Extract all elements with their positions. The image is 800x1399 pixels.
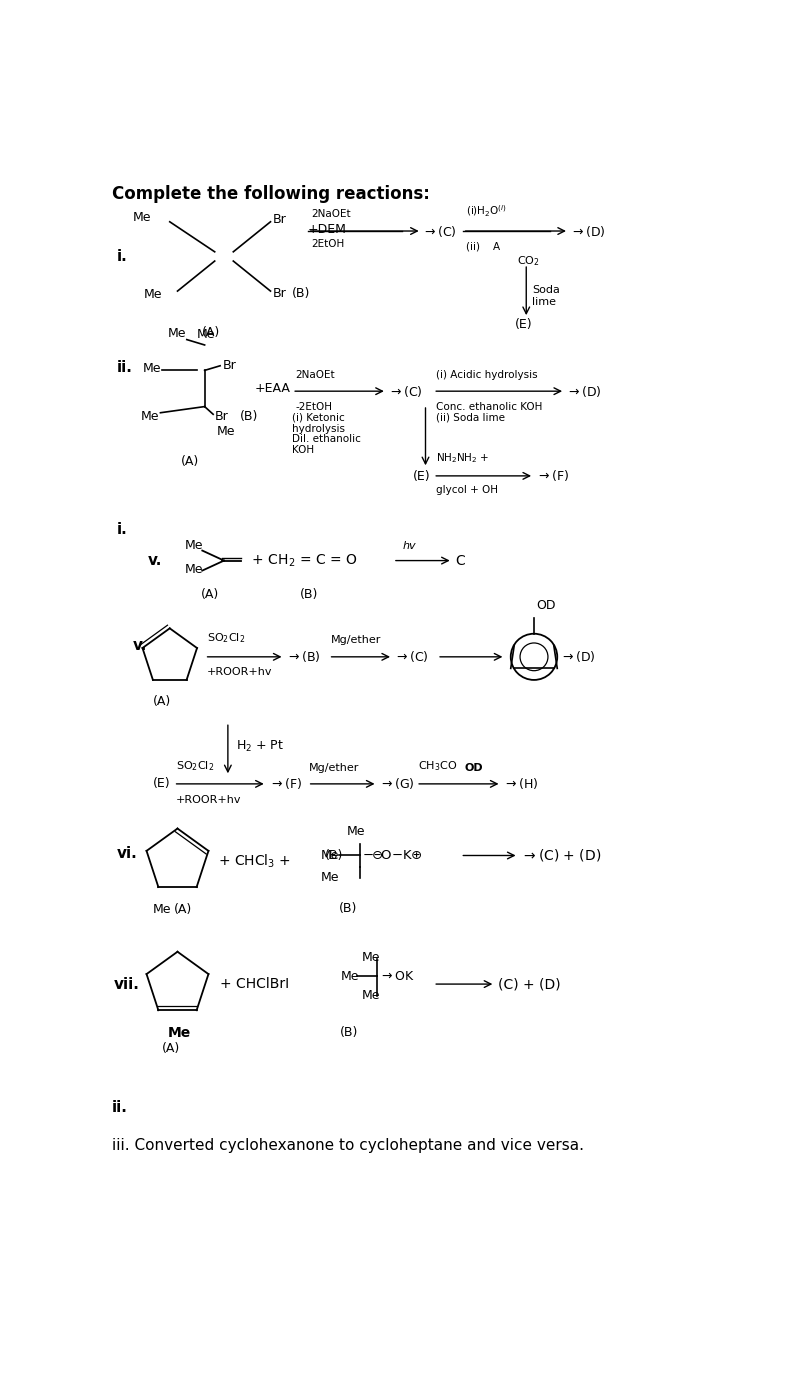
Text: (A): (A) (201, 588, 219, 600)
Text: $\rightarrow$(D): $\rightarrow$(D) (566, 383, 602, 399)
Text: (A): (A) (153, 695, 171, 708)
Text: CH$_3$CO: CH$_3$CO (418, 760, 457, 774)
Text: (E): (E) (413, 470, 430, 483)
Text: +ROOR+hv: +ROOR+hv (207, 667, 273, 677)
Text: Me: Me (186, 564, 204, 576)
Text: (A): (A) (174, 904, 192, 916)
Text: i.: i. (117, 522, 128, 537)
Text: (B): (B) (239, 410, 258, 422)
Text: $\rightarrow$(B): $\rightarrow$(B) (286, 649, 321, 665)
Text: (A): (A) (182, 455, 200, 469)
Text: Me: Me (168, 327, 186, 340)
Text: $\rightarrow$(H): $\rightarrow$(H) (503, 776, 538, 792)
Text: $\rightarrow$(G): $\rightarrow$(G) (379, 776, 414, 792)
Text: +EAA: +EAA (255, 382, 291, 395)
Text: 2NaOEt: 2NaOEt (310, 208, 350, 218)
Text: ii.: ii. (117, 361, 133, 375)
Text: (B): (B) (325, 849, 343, 862)
Text: Me: Me (168, 1027, 191, 1041)
Text: hydrolysis: hydrolysis (292, 424, 346, 434)
Text: Dil. ethanolic: Dil. ethanolic (292, 434, 361, 445)
Text: Conc. ethanolic KOH: Conc. ethanolic KOH (435, 402, 542, 411)
Text: i.: i. (117, 249, 128, 264)
Text: (i) Acidic hydrolysis: (i) Acidic hydrolysis (435, 371, 538, 381)
Text: $\rightarrow$(F): $\rightarrow$(F) (535, 469, 569, 484)
Text: (B): (B) (300, 588, 318, 600)
Text: v.: v. (148, 553, 162, 568)
Text: vi.: vi. (117, 845, 138, 860)
Text: (ii) Soda lime: (ii) Soda lime (435, 413, 505, 422)
Text: Me: Me (142, 361, 161, 375)
Text: SO$_2$Cl$_2$: SO$_2$Cl$_2$ (207, 631, 246, 645)
Text: $\rightarrow$(F): $\rightarrow$(F) (269, 776, 302, 792)
Text: Br: Br (214, 410, 229, 422)
Text: hv: hv (402, 540, 416, 551)
Text: (ii)    A: (ii) A (466, 242, 500, 252)
Text: Mg/ether: Mg/ether (331, 635, 382, 645)
Text: Me: Me (321, 849, 339, 862)
Text: Complete the following reactions:: Complete the following reactions: (112, 185, 430, 203)
Text: -2EtOH: -2EtOH (295, 402, 332, 411)
Text: KOH: KOH (292, 445, 314, 455)
Text: C: C (455, 554, 465, 568)
Text: (A): (A) (202, 326, 221, 339)
Text: Me: Me (340, 970, 358, 983)
Text: $\rightarrow$(D): $\rightarrow$(D) (570, 224, 606, 238)
Text: $\rightarrow$(C) + (D): $\rightarrow$(C) + (D) (521, 848, 601, 863)
Text: Me: Me (153, 904, 171, 916)
Text: v.: v. (133, 638, 147, 653)
Text: iii. Converted cyclohexanone to cycloheptane and vice versa.: iii. Converted cyclohexanone to cyclohep… (112, 1137, 584, 1153)
Text: $\rightarrow$(D): $\rightarrow$(D) (559, 649, 595, 665)
Text: ii.: ii. (112, 1100, 127, 1115)
Text: Me: Me (140, 410, 158, 422)
Text: $\rightarrow$OK: $\rightarrow$OK (379, 970, 414, 983)
Text: Me: Me (362, 989, 381, 1002)
Text: $\rightarrow$(C): $\rightarrow$(C) (387, 383, 422, 399)
Text: OD: OD (464, 762, 483, 774)
Text: (A): (A) (162, 1042, 180, 1055)
Text: Me: Me (197, 329, 215, 341)
Text: (i) Ketonic: (i) Ketonic (292, 413, 345, 422)
Text: Me: Me (144, 288, 162, 301)
Text: + CHClBrI: + CHClBrI (220, 977, 290, 990)
Text: Me: Me (362, 951, 381, 964)
Text: Soda: Soda (533, 285, 560, 295)
Text: Me: Me (216, 425, 234, 438)
Text: Me: Me (133, 211, 151, 224)
Text: +DEM: +DEM (308, 224, 346, 236)
Text: H$_2$ + Pt: H$_2$ + Pt (236, 739, 284, 754)
Text: lime: lime (533, 297, 557, 308)
Text: (B): (B) (340, 1027, 358, 1039)
Text: (B): (B) (338, 902, 357, 915)
Text: $\rightarrow$(C): $\rightarrow$(C) (394, 649, 430, 665)
Text: (C) + (D): (C) + (D) (498, 977, 561, 990)
Text: (E): (E) (514, 318, 532, 332)
Text: glycol + OH: glycol + OH (436, 485, 498, 495)
Text: + CHCl$_3$ +: + CHCl$_3$ + (218, 852, 290, 870)
Text: vii.: vii. (114, 977, 140, 992)
Text: + CH$_2$ = C = O: + CH$_2$ = C = O (243, 553, 358, 569)
Text: 2NaOEt: 2NaOEt (295, 371, 335, 381)
Text: (B): (B) (292, 287, 310, 299)
Text: $\rightarrow$(C): $\rightarrow$(C) (422, 224, 456, 238)
Text: SO$_2$Cl$_2$: SO$_2$Cl$_2$ (176, 760, 214, 774)
Text: Me: Me (186, 539, 204, 551)
Text: $-\!\!\ominus\!\!$O$-$K$\oplus$: $-\!\!\ominus\!\!$O$-$K$\oplus$ (362, 849, 423, 862)
Text: Br: Br (222, 360, 236, 372)
Text: Br: Br (273, 287, 286, 299)
Text: +ROOR+hv: +ROOR+hv (176, 795, 242, 804)
Text: Mg/ether: Mg/ether (310, 762, 360, 774)
Text: Me: Me (321, 872, 339, 884)
Text: 2EtOH: 2EtOH (310, 239, 344, 249)
Text: Me: Me (346, 825, 365, 838)
Text: (E): (E) (153, 778, 170, 790)
Text: CO$_2$: CO$_2$ (517, 255, 540, 269)
Text: Br: Br (273, 213, 286, 227)
Text: NH$_2$NH$_2$ +: NH$_2$NH$_2$ + (436, 452, 490, 464)
Text: OD: OD (536, 599, 556, 613)
Text: (i)H$_2$O$^{(i)}$: (i)H$_2$O$^{(i)}$ (466, 203, 506, 218)
